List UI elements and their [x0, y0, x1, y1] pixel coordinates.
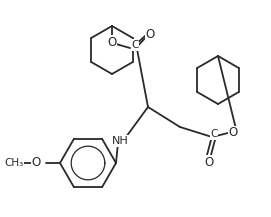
Text: NH: NH	[112, 136, 128, 146]
Text: O: O	[31, 156, 41, 169]
Text: O: O	[107, 36, 117, 49]
Text: O: O	[228, 127, 238, 140]
Text: O: O	[204, 156, 214, 168]
Text: CH₃: CH₃	[4, 158, 24, 168]
Text: C: C	[131, 40, 139, 50]
Text: C: C	[210, 129, 218, 139]
Text: O: O	[145, 28, 155, 41]
